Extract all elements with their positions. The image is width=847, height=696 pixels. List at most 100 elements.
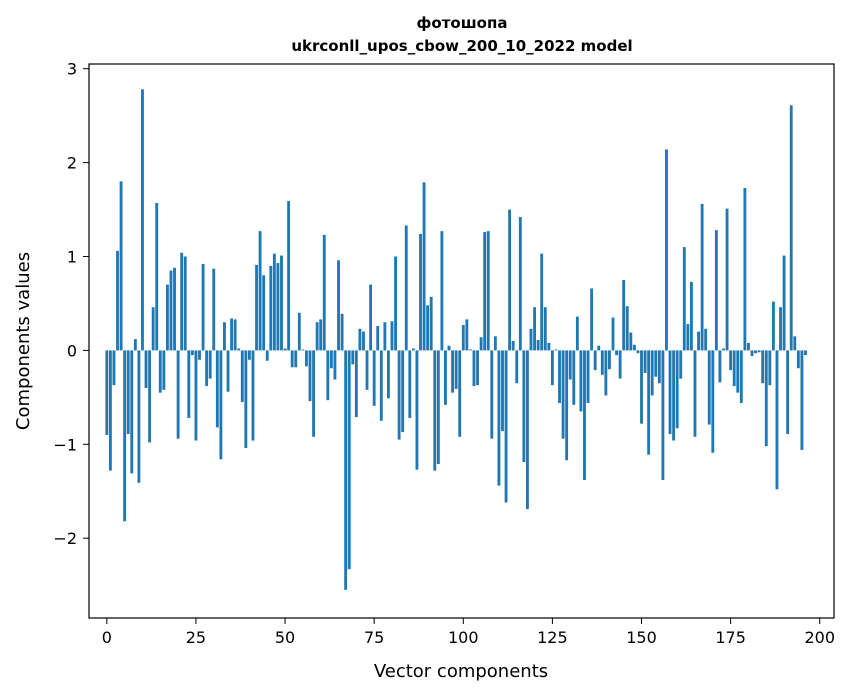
bar-112 — [504, 350, 508, 503]
y-tick-label: 0 — [67, 341, 77, 360]
bar-122 — [540, 253, 544, 351]
x-tick-label: 100 — [448, 628, 479, 647]
bar-82 — [397, 350, 401, 440]
bar-56 — [305, 350, 308, 367]
bar-60 — [319, 319, 323, 351]
bar-95 — [444, 350, 447, 405]
bar-41 — [251, 350, 255, 441]
bar-102 — [468, 349, 472, 351]
bar-72 — [362, 331, 365, 351]
bar-123 — [543, 307, 547, 351]
bar-68 — [347, 350, 351, 570]
bar-125 — [550, 350, 554, 386]
bar-141 — [608, 350, 611, 370]
bar-91 — [429, 296, 433, 351]
x-axis-label: Vector components — [374, 661, 548, 682]
bar-175 — [729, 350, 733, 371]
bar-109 — [493, 336, 497, 351]
bar-70 — [354, 350, 358, 418]
bar-170 — [711, 350, 715, 453]
bar-89 — [422, 182, 426, 351]
bar-18 — [169, 270, 173, 351]
bar-135 — [586, 350, 590, 403]
bar-3 — [116, 250, 119, 351]
bar-54 — [297, 312, 301, 351]
x-tick-label: 200 — [804, 628, 835, 647]
bar-13 — [151, 307, 155, 351]
y-tick-label: 2 — [67, 154, 77, 173]
bar-173 — [722, 348, 725, 351]
bar-52 — [290, 350, 294, 368]
bar-154 — [654, 350, 658, 377]
bar-85 — [408, 350, 412, 418]
bar-26 — [198, 350, 201, 360]
bar-35 — [230, 318, 234, 351]
bar-21 — [180, 252, 184, 351]
bar-8 — [133, 339, 137, 351]
bar-104 — [476, 350, 479, 386]
bar-169 — [707, 350, 711, 425]
bar-101 — [465, 319, 469, 351]
bar-90 — [426, 305, 430, 351]
bar-17 — [165, 284, 169, 351]
y-tick-label: 3 — [67, 60, 77, 79]
bar-84 — [404, 225, 408, 351]
bar-22 — [183, 256, 187, 351]
bar-37 — [237, 348, 241, 351]
bar-182 — [754, 350, 758, 354]
bar-164 — [689, 281, 693, 351]
bar-183 — [757, 350, 761, 353]
bar-178 — [739, 350, 743, 403]
y-axis-ticks: −2 −1 0 1 2 3 — [53, 60, 89, 548]
bar-59 — [315, 322, 319, 351]
bar-40 — [247, 350, 251, 360]
bar-149 — [636, 350, 640, 354]
x-axis-ticks: 0 25 50 75 100 125 150 175 200 — [102, 618, 835, 647]
x-tick-label: 0 — [102, 628, 112, 647]
bar-36 — [233, 319, 237, 351]
bar-53 — [294, 350, 298, 368]
bar-160 — [675, 350, 679, 429]
x-tick-label: 25 — [186, 628, 206, 647]
bar-74 — [369, 284, 373, 351]
bar-176 — [732, 350, 736, 387]
bar-0 — [105, 350, 109, 435]
bar-163 — [686, 324, 690, 351]
plot-frame — [88, 63, 835, 619]
bar-92 — [433, 350, 437, 471]
bar-9 — [137, 350, 141, 483]
bar-193 — [793, 336, 797, 351]
bar-62 — [326, 350, 330, 401]
bar-189 — [779, 307, 782, 351]
bar-128 — [561, 350, 565, 439]
bar-142 — [611, 317, 615, 351]
bar-111 — [501, 350, 504, 432]
bar-86 — [411, 348, 415, 351]
bar-187 — [771, 301, 775, 351]
bar-140 — [604, 350, 608, 396]
bar-191 — [786, 350, 790, 434]
bar-28 — [205, 350, 209, 387]
y-tick-label: −1 — [53, 435, 77, 454]
bar-120 — [533, 307, 536, 351]
bar-25 — [194, 350, 198, 441]
bar-138 — [597, 345, 601, 351]
bar-180 — [747, 342, 750, 351]
bar-121 — [536, 340, 540, 351]
bar-190 — [782, 255, 786, 351]
x-tick-label: 150 — [626, 628, 657, 647]
bar-106 — [483, 232, 487, 351]
bar-196 — [804, 350, 807, 356]
bar-184 — [761, 350, 765, 384]
bar-43 — [258, 231, 262, 351]
y-tick-label: 1 — [67, 247, 77, 266]
bar-93 — [436, 350, 440, 465]
bar-67 — [344, 350, 348, 590]
bar-24 — [190, 350, 194, 356]
bar-23 — [187, 350, 191, 418]
bar-47 — [272, 253, 276, 351]
bar-46 — [269, 265, 273, 351]
bar-27 — [201, 264, 205, 351]
bar-5 — [123, 350, 127, 522]
y-tick-label: −2 — [53, 529, 77, 548]
